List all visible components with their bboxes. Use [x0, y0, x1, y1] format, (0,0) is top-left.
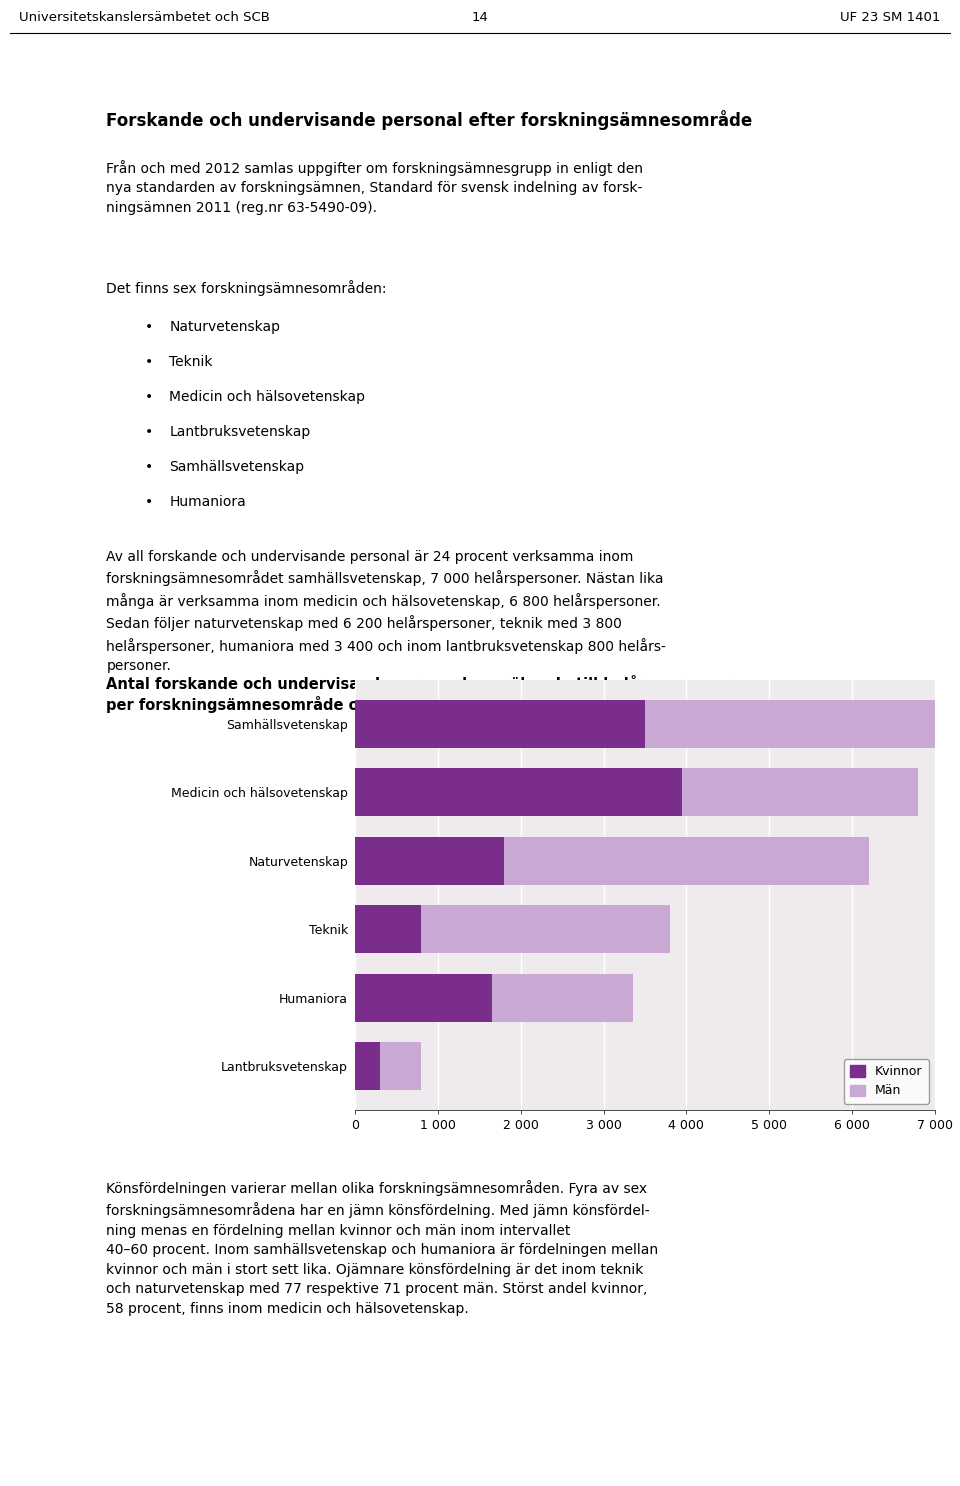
Bar — [492, 973, 633, 1022]
Bar — [380, 1043, 421, 1091]
Bar — [355, 700, 645, 747]
Bar — [355, 1043, 380, 1091]
Text: 14: 14 — [471, 10, 489, 24]
Text: Samhällsvetenskap: Samhällsvetenskap — [170, 461, 304, 474]
Text: Från och med 2012 samlas uppgifter om forskningsämnesgrupp in enligt den
nya sta: Från och med 2012 samlas uppgifter om fo… — [107, 160, 643, 215]
Bar — [683, 768, 919, 816]
Text: •: • — [145, 495, 154, 510]
Text: •: • — [145, 389, 154, 404]
Text: Teknik: Teknik — [170, 355, 213, 369]
Text: Det finns sex forskningsämnesområden:: Det finns sex forskningsämnesområden: — [107, 279, 387, 296]
Text: •: • — [145, 425, 154, 438]
Text: Av all forskande och undervisande personal är 24 procent verksamma inom
forsknin: Av all forskande och undervisande person… — [107, 550, 666, 673]
Bar — [504, 837, 869, 884]
Text: Medicin och hälsovetenskap: Medicin och hälsovetenskap — [170, 389, 366, 404]
Text: Naturvetenskap: Naturvetenskap — [170, 319, 280, 334]
Text: Lantbruksvetenskap: Lantbruksvetenskap — [170, 425, 311, 438]
Bar — [355, 973, 492, 1022]
Text: Könsfördelningen varierar mellan olika forskningsämnesområden. Fyra av sex
forsk: Könsfördelningen varierar mellan olika f… — [107, 1180, 659, 1317]
Text: •: • — [145, 355, 154, 369]
Text: Antal forskande och undervisande personal, omräknade till helårspersoner,
per fo: Antal forskande och undervisande persona… — [107, 675, 732, 713]
Bar — [355, 905, 421, 954]
Bar — [645, 700, 935, 747]
Text: •: • — [145, 319, 154, 334]
Text: UF 23 SM 1401: UF 23 SM 1401 — [840, 10, 941, 24]
Text: Universitetskanslersämbetet och SCB: Universitetskanslersämbetet och SCB — [19, 10, 270, 24]
Legend: Kvinnor, Män: Kvinnor, Män — [844, 1060, 928, 1104]
Text: Humaniora: Humaniora — [170, 495, 246, 510]
Bar — [421, 905, 670, 954]
Text: Forskande och undervisande personal efter forskningsämnesområde: Forskande och undervisande personal efte… — [107, 110, 753, 129]
Bar — [355, 837, 504, 884]
Text: •: • — [145, 461, 154, 474]
Bar — [355, 768, 683, 816]
